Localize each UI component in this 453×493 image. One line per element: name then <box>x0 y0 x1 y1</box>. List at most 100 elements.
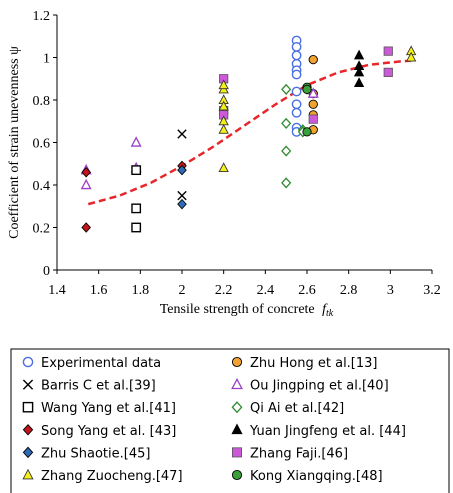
legend-marker <box>231 377 243 390</box>
axes: 0 0.2 0.4 0.6 0.8 1 1.2 1.4 1.6 1.8 2 2.2 2.4 2.6 2.8 3… <box>33 9 441 298</box>
legend-label: Ou Jingping et al.[40] <box>250 379 389 394</box>
data-point <box>80 178 92 190</box>
x-axis-title-text: Tensile strength of concrete <box>160 302 315 317</box>
data-point <box>131 165 142 176</box>
data-point <box>353 49 365 60</box>
legend-marker <box>231 356 243 368</box>
legend-marker <box>22 468 34 480</box>
data-point <box>281 117 292 129</box>
data-point <box>177 129 187 139</box>
data-point <box>383 46 393 56</box>
series-12 <box>302 82 312 137</box>
legend-item: Zhang Zuocheng.[47] <box>22 468 183 484</box>
y-tick-label: 1.2 <box>33 9 51 24</box>
legend-label: Zhang Zuocheng.[47] <box>41 469 183 484</box>
x-tick-label: 2.6 <box>298 283 316 298</box>
x-tick-label: 2.2 <box>215 283 233 298</box>
series-4 <box>80 87 319 190</box>
x-tick-label: 3.2 <box>423 283 441 298</box>
y-tick-label: 1 <box>43 52 50 67</box>
legend-label: Zhu Shaotie.[45] <box>41 446 150 461</box>
data-point <box>291 86 302 97</box>
y-tick-label: 0.2 <box>33 222 51 237</box>
plot-area <box>80 35 417 233</box>
legend-item: Ou Jingping et al.[40] <box>231 377 389 394</box>
data-point <box>281 145 292 157</box>
data-point <box>291 107 302 118</box>
data-point <box>307 87 319 98</box>
legend-label: Zhang Faji.[46] <box>250 446 348 461</box>
x-axis-title: Tensile strength of concrete ftk <box>160 302 334 319</box>
legend-marker <box>22 446 34 459</box>
data-point <box>177 190 187 201</box>
series-7 <box>81 84 312 233</box>
trend-line <box>87 59 412 206</box>
data-point <box>130 136 142 147</box>
data-point <box>131 203 142 214</box>
legend-label: Kong Xiangqing.[48] <box>250 469 383 484</box>
data-point <box>383 67 393 77</box>
legend-marker <box>22 356 34 368</box>
legend: Experimental data Zhu Hong et al.[13] Barr… <box>10 348 450 493</box>
series-8 <box>353 49 365 88</box>
legend-marker <box>231 401 243 414</box>
series-1 <box>291 35 302 137</box>
series-9 <box>177 164 187 210</box>
x-tick-label: 2.8 <box>340 283 358 298</box>
x-tick-label: 1.6 <box>90 283 108 298</box>
x-axis-title-subscript: tk <box>326 308 334 319</box>
y-tick-label: 0.4 <box>33 179 51 194</box>
legend-marker <box>22 401 34 413</box>
legend-label: Yuan Jingfeng et al. [44] <box>249 424 406 439</box>
legend-item: Kong Xiangqing.[48] <box>231 469 383 484</box>
legend-label: Zhu Hong et al.[13] <box>250 356 378 371</box>
data-point <box>308 54 318 65</box>
x-axis-title-symbol: f <box>322 302 328 317</box>
data-point <box>81 166 91 178</box>
legend-item: Yuan Jingfeng et al. [44] <box>231 423 406 439</box>
legend-label: Song Yang et al. [43] <box>41 424 176 439</box>
data-point <box>291 69 302 80</box>
legend-label: Qi Ai et al.[42] <box>250 401 344 416</box>
legend-label: Wang Yang et al.[41] <box>41 401 176 416</box>
data-point <box>308 114 318 124</box>
data-point <box>218 162 229 173</box>
y-tick-label: 0.6 <box>33 137 51 152</box>
legend-item: Zhu Hong et al.[13] <box>231 356 378 371</box>
data-point <box>218 100 229 111</box>
x-tick-label: 2 <box>179 283 186 298</box>
data-point <box>291 41 302 52</box>
legend-box <box>10 348 450 493</box>
data-point <box>81 222 91 233</box>
x-tick-label: 1.4 <box>48 283 66 298</box>
series-10 <box>219 46 393 124</box>
data-point <box>353 66 365 77</box>
data-point <box>308 99 318 109</box>
legend-item: Experimental data <box>22 356 161 371</box>
legend-item: Song Yang et al. [43] <box>22 424 176 439</box>
data-point <box>406 51 417 62</box>
legend-marker <box>22 379 34 390</box>
x-tick-label: 1.8 <box>132 283 150 298</box>
legend-marker <box>231 423 243 435</box>
x-tick-label: 2.4 <box>257 283 275 298</box>
y-axis-title: Coefficient of strain unevenness ψ <box>7 46 22 239</box>
data-point <box>177 198 187 210</box>
data-point <box>281 83 292 95</box>
legend-marker <box>22 424 34 436</box>
legend-marker <box>231 469 243 481</box>
data-point <box>302 84 312 95</box>
legend-item: Zhu Shaotie.[45] <box>22 446 150 461</box>
data-point <box>218 123 229 134</box>
y-tick-label: 0.8 <box>33 94 51 109</box>
data-point <box>131 222 142 233</box>
legend-marker <box>231 447 242 458</box>
legend-item: Zhang Faji.[46] <box>231 446 348 461</box>
x-tick-label: 3 <box>387 283 394 298</box>
data-point <box>177 164 187 176</box>
data-point <box>281 177 292 189</box>
data-point <box>353 77 365 88</box>
legend-label: Experimental data <box>41 356 161 371</box>
data-point <box>291 50 302 61</box>
series-5 <box>131 165 142 233</box>
